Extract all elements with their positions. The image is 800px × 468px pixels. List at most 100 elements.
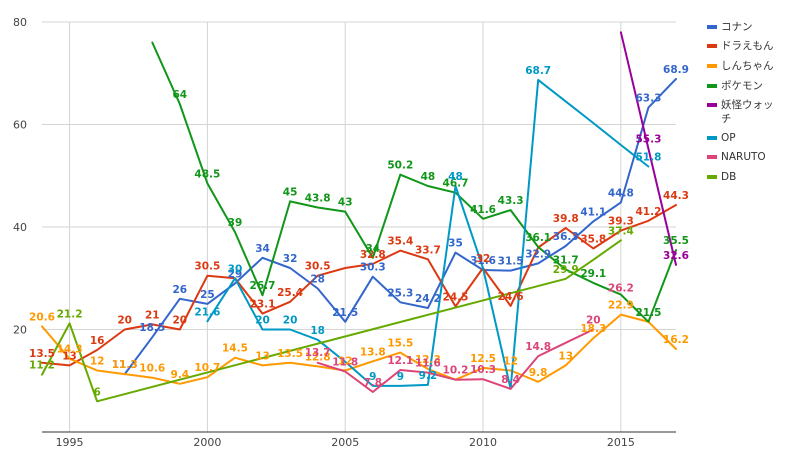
data-label: 31.5 <box>498 256 524 268</box>
y-tick-label: 40 <box>13 221 27 234</box>
data-label: 24.2 <box>415 293 441 305</box>
data-label: 68.9 <box>663 64 689 76</box>
data-label: 68.7 <box>525 65 551 77</box>
data-label: 48 <box>421 171 436 183</box>
x-tick-label: 2005 <box>331 436 359 449</box>
gridlines <box>42 21 676 432</box>
data-label: 9 <box>369 371 376 383</box>
data-label: 36.3 <box>553 231 579 243</box>
data-label: 13.8 <box>360 346 386 358</box>
data-label: 21.5 <box>332 307 358 319</box>
series-line-7 <box>41 239 622 403</box>
series-line-2 <box>41 313 677 385</box>
data-label: 9.8 <box>529 367 548 379</box>
x-tick-label: 2000 <box>193 436 221 449</box>
data-label: 32 <box>476 253 491 265</box>
data-label: 24.5 <box>443 291 469 303</box>
legend-swatch-4 <box>707 103 717 107</box>
data-label: 25.3 <box>387 287 413 299</box>
legend-label-7: DB <box>721 171 736 183</box>
data-label: 35.5 <box>663 235 689 247</box>
data-label: 35.8 <box>580 234 606 246</box>
data-label: 64 <box>173 89 188 101</box>
data-label: 14.3 <box>57 344 83 356</box>
data-label: 29.1 <box>580 268 606 280</box>
data-label: 25.4 <box>277 287 303 299</box>
data-label: 35.4 <box>387 236 413 248</box>
data-label: 15.5 <box>387 338 413 350</box>
series-line-6 <box>316 328 595 393</box>
series-line-3 <box>151 41 677 323</box>
data-label: 14.8 <box>525 341 551 353</box>
data-label: 39.3 <box>608 216 634 228</box>
data-label: 35 <box>448 238 463 250</box>
legend-swatch-3 <box>707 84 717 88</box>
data-label: 10.7 <box>194 362 220 374</box>
data-label: 12.1 <box>387 355 413 367</box>
data-label: 11.6 <box>415 358 441 370</box>
axes: 20 40 60 80 1995 2000 2005 2010 2015 <box>13 16 676 449</box>
series-line-0 <box>123 77 677 376</box>
data-label: 18 <box>310 325 325 337</box>
data-label: 26.7 <box>250 280 276 292</box>
data-label: 48 <box>448 171 463 183</box>
legend-label-6: NARUTO <box>721 151 766 163</box>
data-label: 7.8 <box>363 377 382 389</box>
data-label: 26 <box>173 284 188 296</box>
data-label: 11.3 <box>112 359 138 371</box>
data-label: 13.7 <box>305 347 331 359</box>
data-label: 26.2 <box>608 283 634 295</box>
data-label: 29.9 <box>553 264 579 276</box>
data-label: 11.2 <box>29 360 55 372</box>
legend-label-4: 妖怪ウォッ <box>721 98 774 111</box>
data-label: 25 <box>200 289 215 301</box>
data-label: 12 <box>503 356 518 368</box>
data-label: 43.8 <box>305 193 331 205</box>
y-tick-label: 20 <box>13 324 27 337</box>
data-label: 51.8 <box>635 152 661 164</box>
data-label: 30.5 <box>194 261 220 273</box>
data-label: 13 <box>255 350 270 362</box>
data-label: 44.8 <box>608 187 634 199</box>
data-label: 13 <box>62 350 77 362</box>
data-label: 41.6 <box>470 204 496 216</box>
legend-label-5: OP <box>721 132 736 144</box>
data-label: 48.5 <box>194 168 220 180</box>
data-label: 20 <box>173 315 188 327</box>
data-label: 12.3 <box>415 354 441 366</box>
data-label: 39 <box>228 217 243 229</box>
x-tick-label: 2015 <box>607 436 635 449</box>
data-label: 10.2 <box>443 365 469 377</box>
legend-swatch-0 <box>707 25 717 29</box>
data-label: 9.4 <box>171 369 190 381</box>
legend-swatch-1 <box>707 44 717 48</box>
data-label: 13 <box>558 350 573 362</box>
data-label: 55.3 <box>635 134 661 146</box>
data-label: 20.6 <box>29 311 55 323</box>
data-label: 32.8 <box>360 249 386 261</box>
legend-label-2: しんちゃん <box>721 60 774 72</box>
data-label: 12.8 <box>305 351 331 363</box>
legend-swatch-6 <box>707 155 717 159</box>
data-label: 10.6 <box>139 363 165 375</box>
data-label: 63.3 <box>635 93 661 105</box>
data-label: 31.6 <box>470 255 496 267</box>
data-label: 46.7 <box>443 178 469 190</box>
data-label: 18.5 <box>139 322 165 334</box>
legend-label-3: ポケモン <box>721 80 763 92</box>
data-label: 16.2 <box>663 334 689 346</box>
data-label: 36.1 <box>525 232 551 244</box>
data-label: 33.7 <box>415 244 441 256</box>
data-label: 45 <box>283 186 298 198</box>
data-label: 21.5 <box>635 307 661 319</box>
data-label: 9.2 <box>419 370 438 382</box>
data-label: 34 <box>255 243 270 255</box>
x-tick-label: 2010 <box>469 436 497 449</box>
data-label: 12 <box>338 356 353 368</box>
data-label: 30.5 <box>305 261 331 273</box>
y-tick-label: 80 <box>13 16 27 29</box>
data-label: 44.3 <box>663 190 689 202</box>
data-label: 12.5 <box>470 353 496 365</box>
